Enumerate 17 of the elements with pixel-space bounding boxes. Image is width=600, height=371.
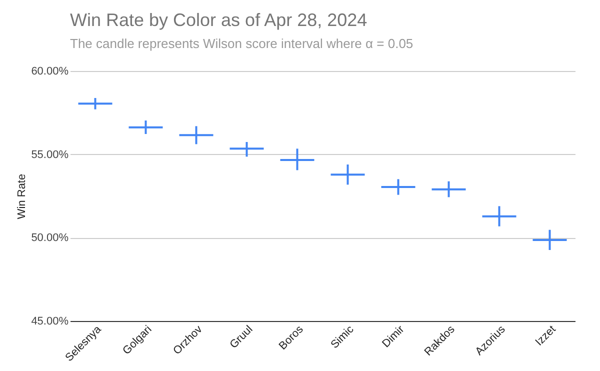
candlestick: [380, 178, 416, 196]
candlestick: [481, 205, 518, 228]
candlestick: [77, 97, 114, 110]
y-tick-label: 45.00%: [31, 316, 69, 328]
chart-title: Win Rate by Color as of Apr 28, 2024: [70, 10, 368, 30]
y-axis-title: Win Rate: [16, 174, 28, 220]
candlestick: [128, 120, 164, 135]
candlestick: [228, 141, 265, 158]
candlestick: [430, 180, 467, 198]
y-tick-label: 55.00%: [31, 148, 69, 161]
candlestick: [330, 164, 366, 186]
y-tick-label: 60.00%: [31, 66, 69, 78]
candlestick: [532, 228, 568, 251]
candlestick: [279, 148, 316, 172]
candlestick: [178, 125, 214, 146]
chart-subtitle: The candle represents Wilson score interval where α = 0.05: [70, 36, 414, 51]
y-tick-label: 50.00%: [31, 232, 69, 244]
